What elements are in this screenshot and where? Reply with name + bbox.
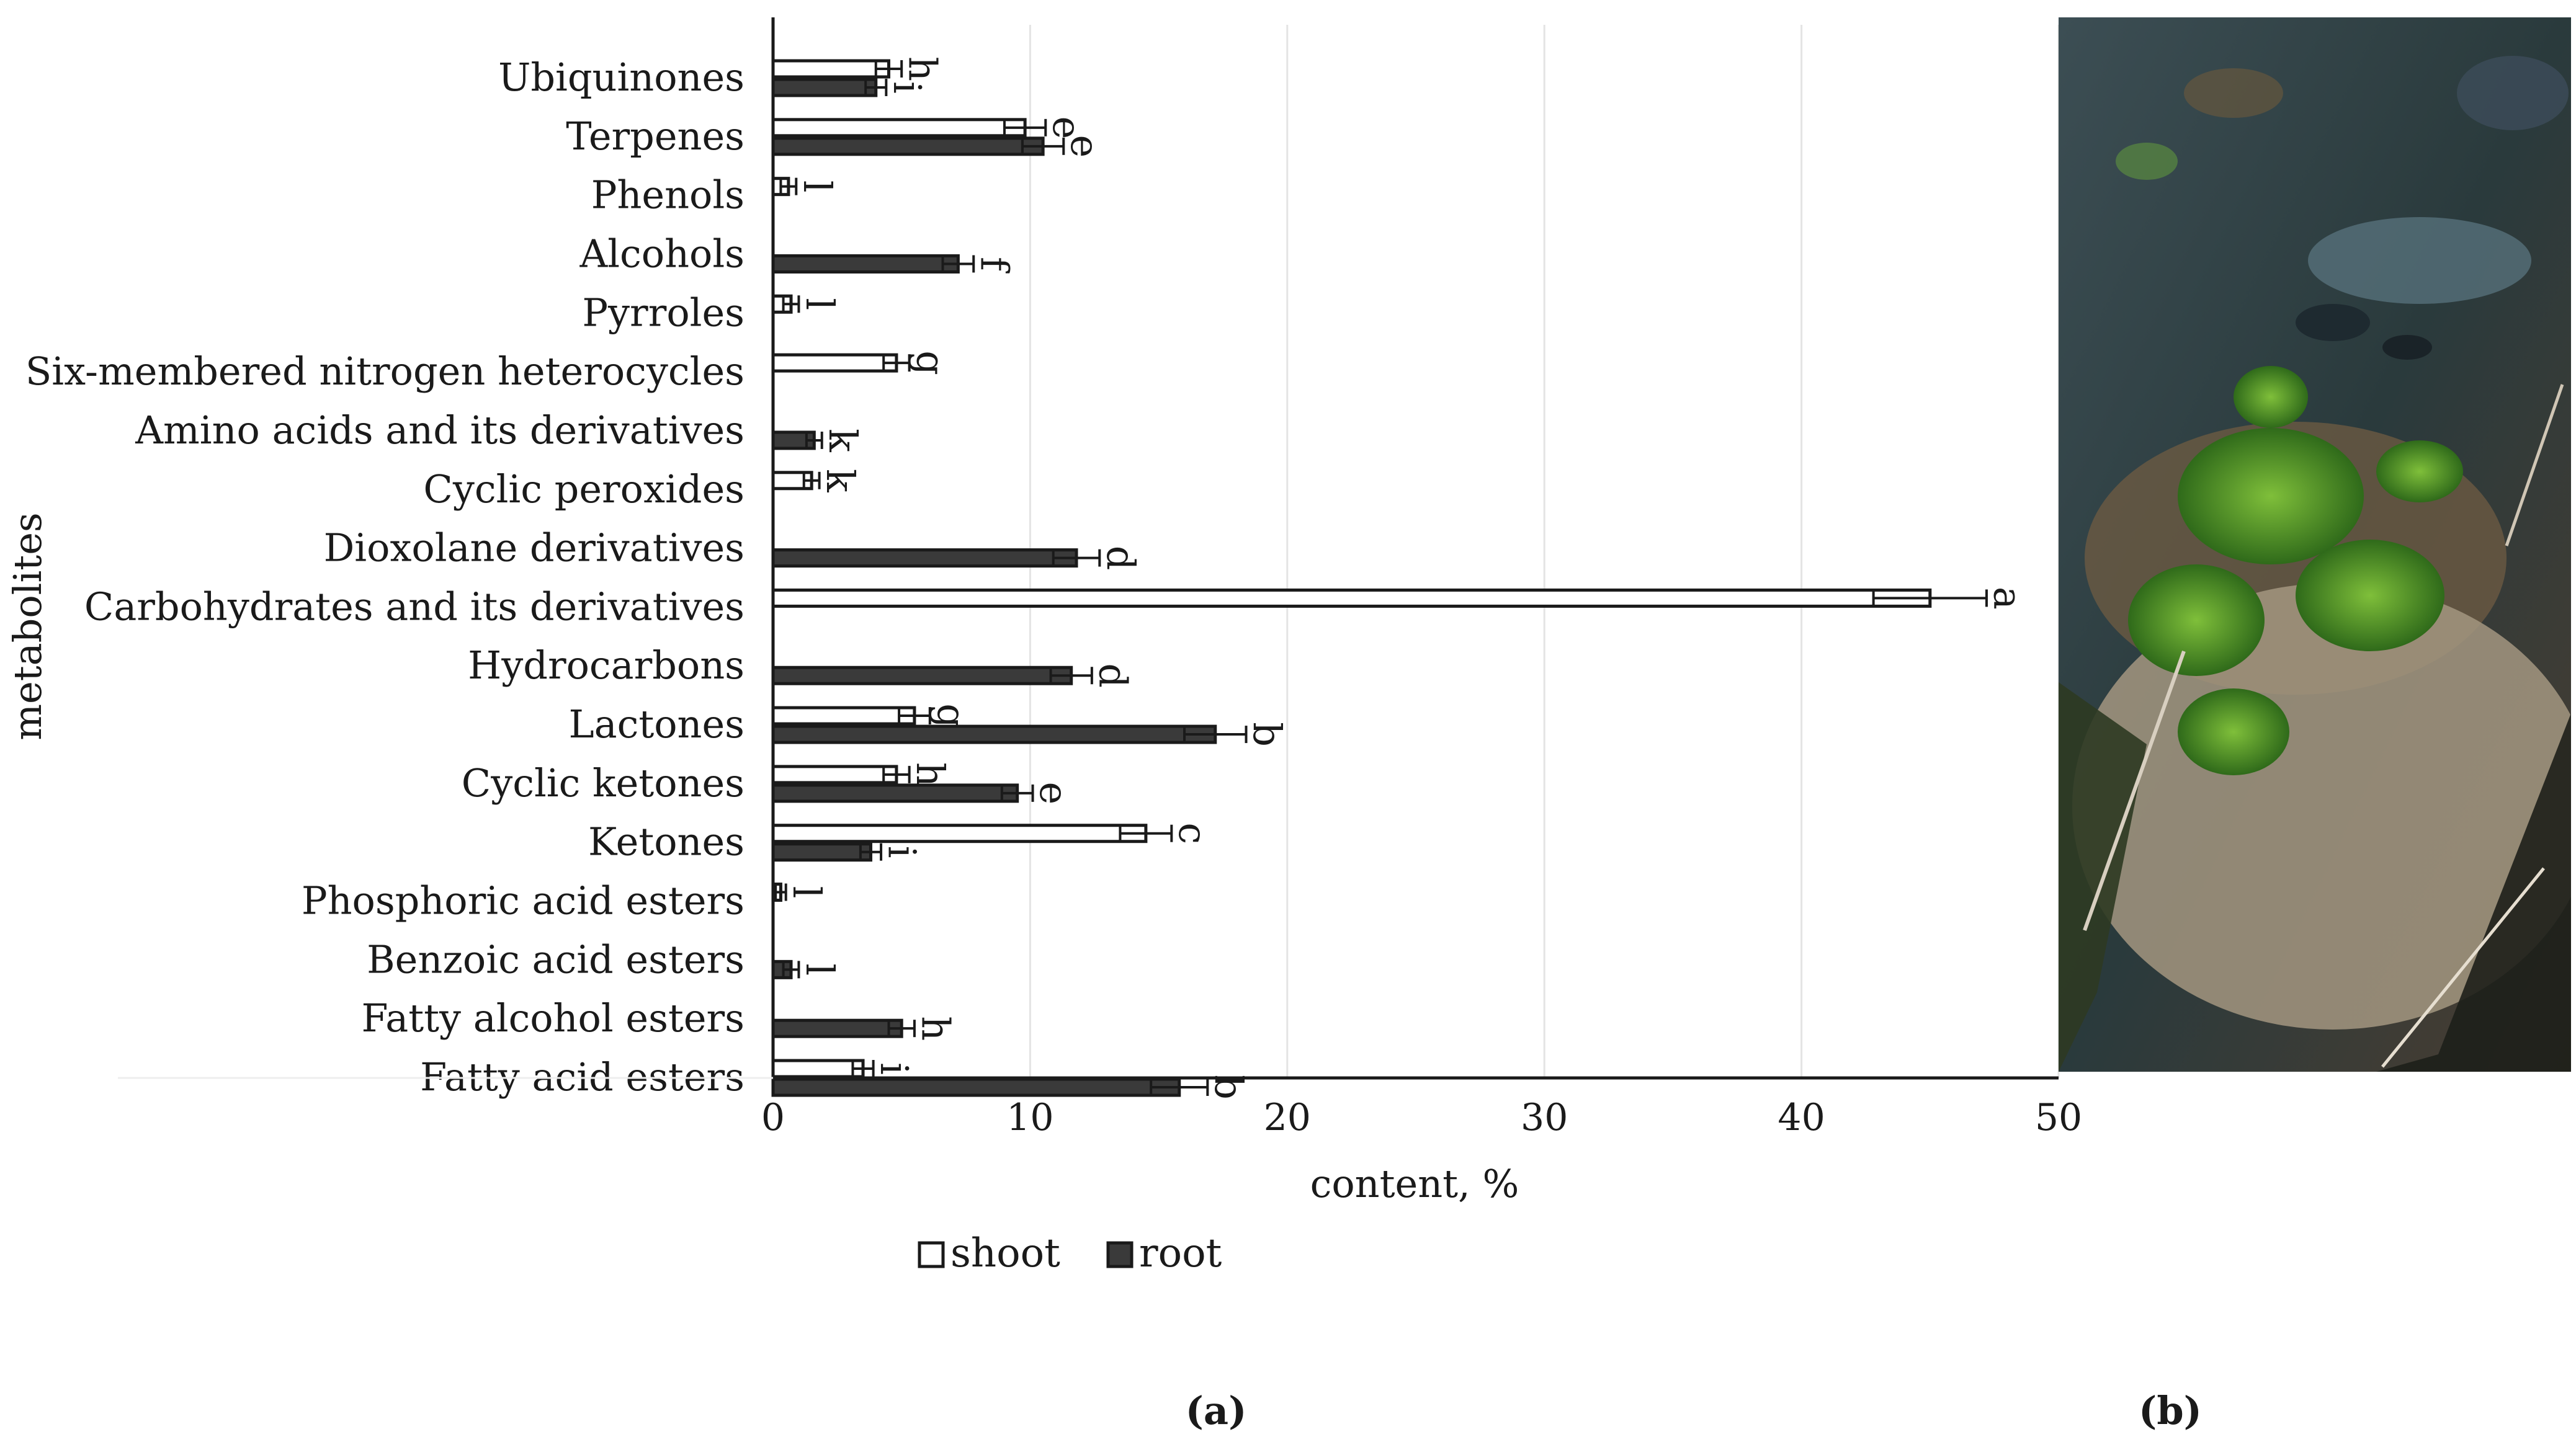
shoot-bar [771,118,1027,138]
axes [118,17,2059,1080]
shoot-significance-letter: h [900,56,946,81]
error-bars [774,60,1988,1096]
panel-label-a: (a) [1186,1388,1247,1433]
root-significance-letter: k [820,429,865,452]
root-bar [771,1018,903,1038]
category-label: Hydrocarbons [468,643,745,688]
root-bar [771,254,960,274]
category-label: Phosphoric acid esters [302,878,745,924]
root-bar [771,665,1073,685]
category-label: Pyrroles [582,290,745,335]
root-bar [771,78,878,97]
root-bar [771,783,1019,803]
root-significance-letter: h [913,1016,958,1041]
category-labels: Ubiquinones Terpenes Phenols Alcohols Pyrrol… [25,55,745,1100]
root-bar [771,724,1217,744]
x-tick-label: 20 [1264,1096,1311,1139]
root-bar [771,1077,1181,1097]
legend-label-shoot: shoot [950,1231,1060,1276]
category-label: Cyclic peroxides [423,466,745,512]
category-label: Phenols [591,172,745,218]
root-significance-letter: e [1031,782,1076,805]
shoot-bar [771,765,898,785]
shoot-significance-letter: a [1985,587,2030,610]
plant-photo-icon [2059,17,2571,1072]
root-significance-letter: d [1090,663,1135,688]
root-significance-letter: f [972,257,1017,274]
shoot-significance-letter: l [784,886,830,899]
y-axis-title: metabolites [5,512,50,740]
shoot-significance-letter: h [908,762,953,787]
root-bar [771,842,872,862]
shoot-significance-letter: i [872,1062,917,1075]
legend-swatch-root [1106,1241,1134,1268]
gridlines [1029,25,2060,1078]
category-label: Cyclic ketones [462,760,745,806]
category-label: Fatty alcohol esters [361,995,745,1041]
root-significance-letter: d [1098,546,1143,571]
category-label: Alcohols [579,231,745,276]
x-tick-label: 50 [2035,1096,2082,1139]
shoot-bar [771,706,916,726]
shoot-significance-letter: c [1170,822,1215,844]
x-tick-label: 40 [1778,1096,1825,1139]
category-label: Dioxolane derivatives [324,525,745,571]
panel-label-b: (b) [2139,1388,2202,1433]
category-label: Lactones [568,701,745,747]
root-significance-letter: e [1062,135,1107,158]
root-significance-letter: i [885,81,930,94]
category-label: Carbohydrates and its derivatives [84,584,745,629]
shoot-bar [771,1059,865,1079]
root-significance-letter: b [1245,722,1290,747]
shoot-bar [771,824,1148,843]
legend-swatch-shoot [918,1241,945,1268]
shoot-bar [771,59,890,79]
shoot-significance-letter: k [818,469,863,492]
category-label: Benzoic acid esters [367,937,745,982]
x-axis-title: content, % [1310,1161,1519,1206]
shoot-bar [771,588,1932,608]
shoot-significance-letter: e [1044,116,1089,139]
root-bar [771,136,1045,156]
shoot-significance-letter: l [797,298,843,310]
shoot-significance-letter: g [928,703,973,728]
shoot-bar [771,353,898,373]
legend: shoot root [918,1231,1222,1276]
x-tick-label: 30 [1521,1096,1568,1139]
x-tick-label: 10 [1006,1096,1053,1139]
x-tick-label: 0 [761,1096,785,1139]
bars [771,59,1932,1097]
shoot-significance-letter: g [908,350,953,375]
root-significance-letter: l [797,963,843,976]
category-label: Amino acids and its derivatives [135,407,745,453]
legend-label-root: root [1139,1231,1222,1276]
root-bar [771,548,1078,568]
root-significance-letter: i [880,846,925,858]
category-label: Ubiquinones [498,55,745,100]
shoot-significance-letter: l [795,180,840,193]
category-label: Terpenes [566,113,745,159]
tick-labels: 0 10 20 30 40 50 [761,1096,2082,1139]
category-label: Ketones [588,819,745,865]
category-label: Six-membered nitrogen heterocycles [25,349,745,394]
